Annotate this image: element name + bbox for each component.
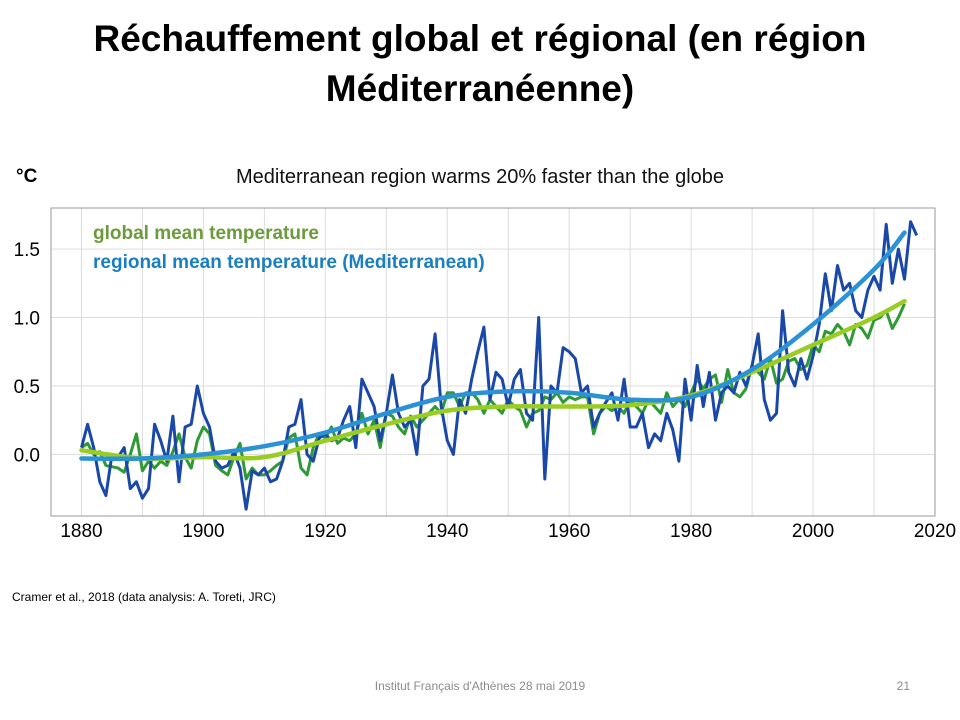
plot-frame [50, 207, 936, 517]
x-tick-label: 1980 [670, 521, 712, 542]
chart-title: Mediterranean region warms 20% faster th… [235, 166, 725, 188]
y-tick-label: 1.5 [14, 240, 40, 261]
y-tick-label: 1.0 [14, 309, 40, 330]
x-tick-label: 1940 [426, 521, 468, 542]
legend-label-mediterranean: regional mean temperature (Mediterranean… [93, 252, 485, 273]
x-tick-label: 2020 [914, 521, 956, 542]
citation: Cramer et al., 2018 (data analysis: A. T… [12, 590, 276, 604]
axis-layer: 1880 1900 1920 1940 1960 1980 2000 2020 0.0 0.5 1.… [14, 240, 957, 542]
y-tick-label: 0.0 [14, 445, 40, 466]
series-line-mediterranean [80, 220, 919, 511]
series-layer [79, 220, 919, 511]
y-tick-label: 0.5 [14, 377, 40, 398]
y-unit-label: °C [16, 166, 38, 187]
legend-label-global: global mean temperature [93, 223, 319, 244]
trend-line-mediterranean [79, 230, 907, 462]
x-tick-label: 1960 [548, 521, 590, 542]
x-tick-label: 1880 [60, 521, 102, 542]
x-tick-label: 1900 [182, 521, 224, 542]
trend-line-global [79, 298, 907, 462]
x-tick-label: 2000 [792, 521, 834, 542]
slide-title: Réchauffement global et régional (en rég… [93, 18, 867, 109]
x-tick-label: 1920 [304, 521, 346, 542]
page-number: 21 [896, 679, 910, 693]
series-line-global [80, 303, 906, 481]
footer-text: Institut Français d'Athènes 28 mai 2019 [374, 679, 586, 693]
legend-layer: global mean temperature regional mean tem… [93, 223, 485, 273]
